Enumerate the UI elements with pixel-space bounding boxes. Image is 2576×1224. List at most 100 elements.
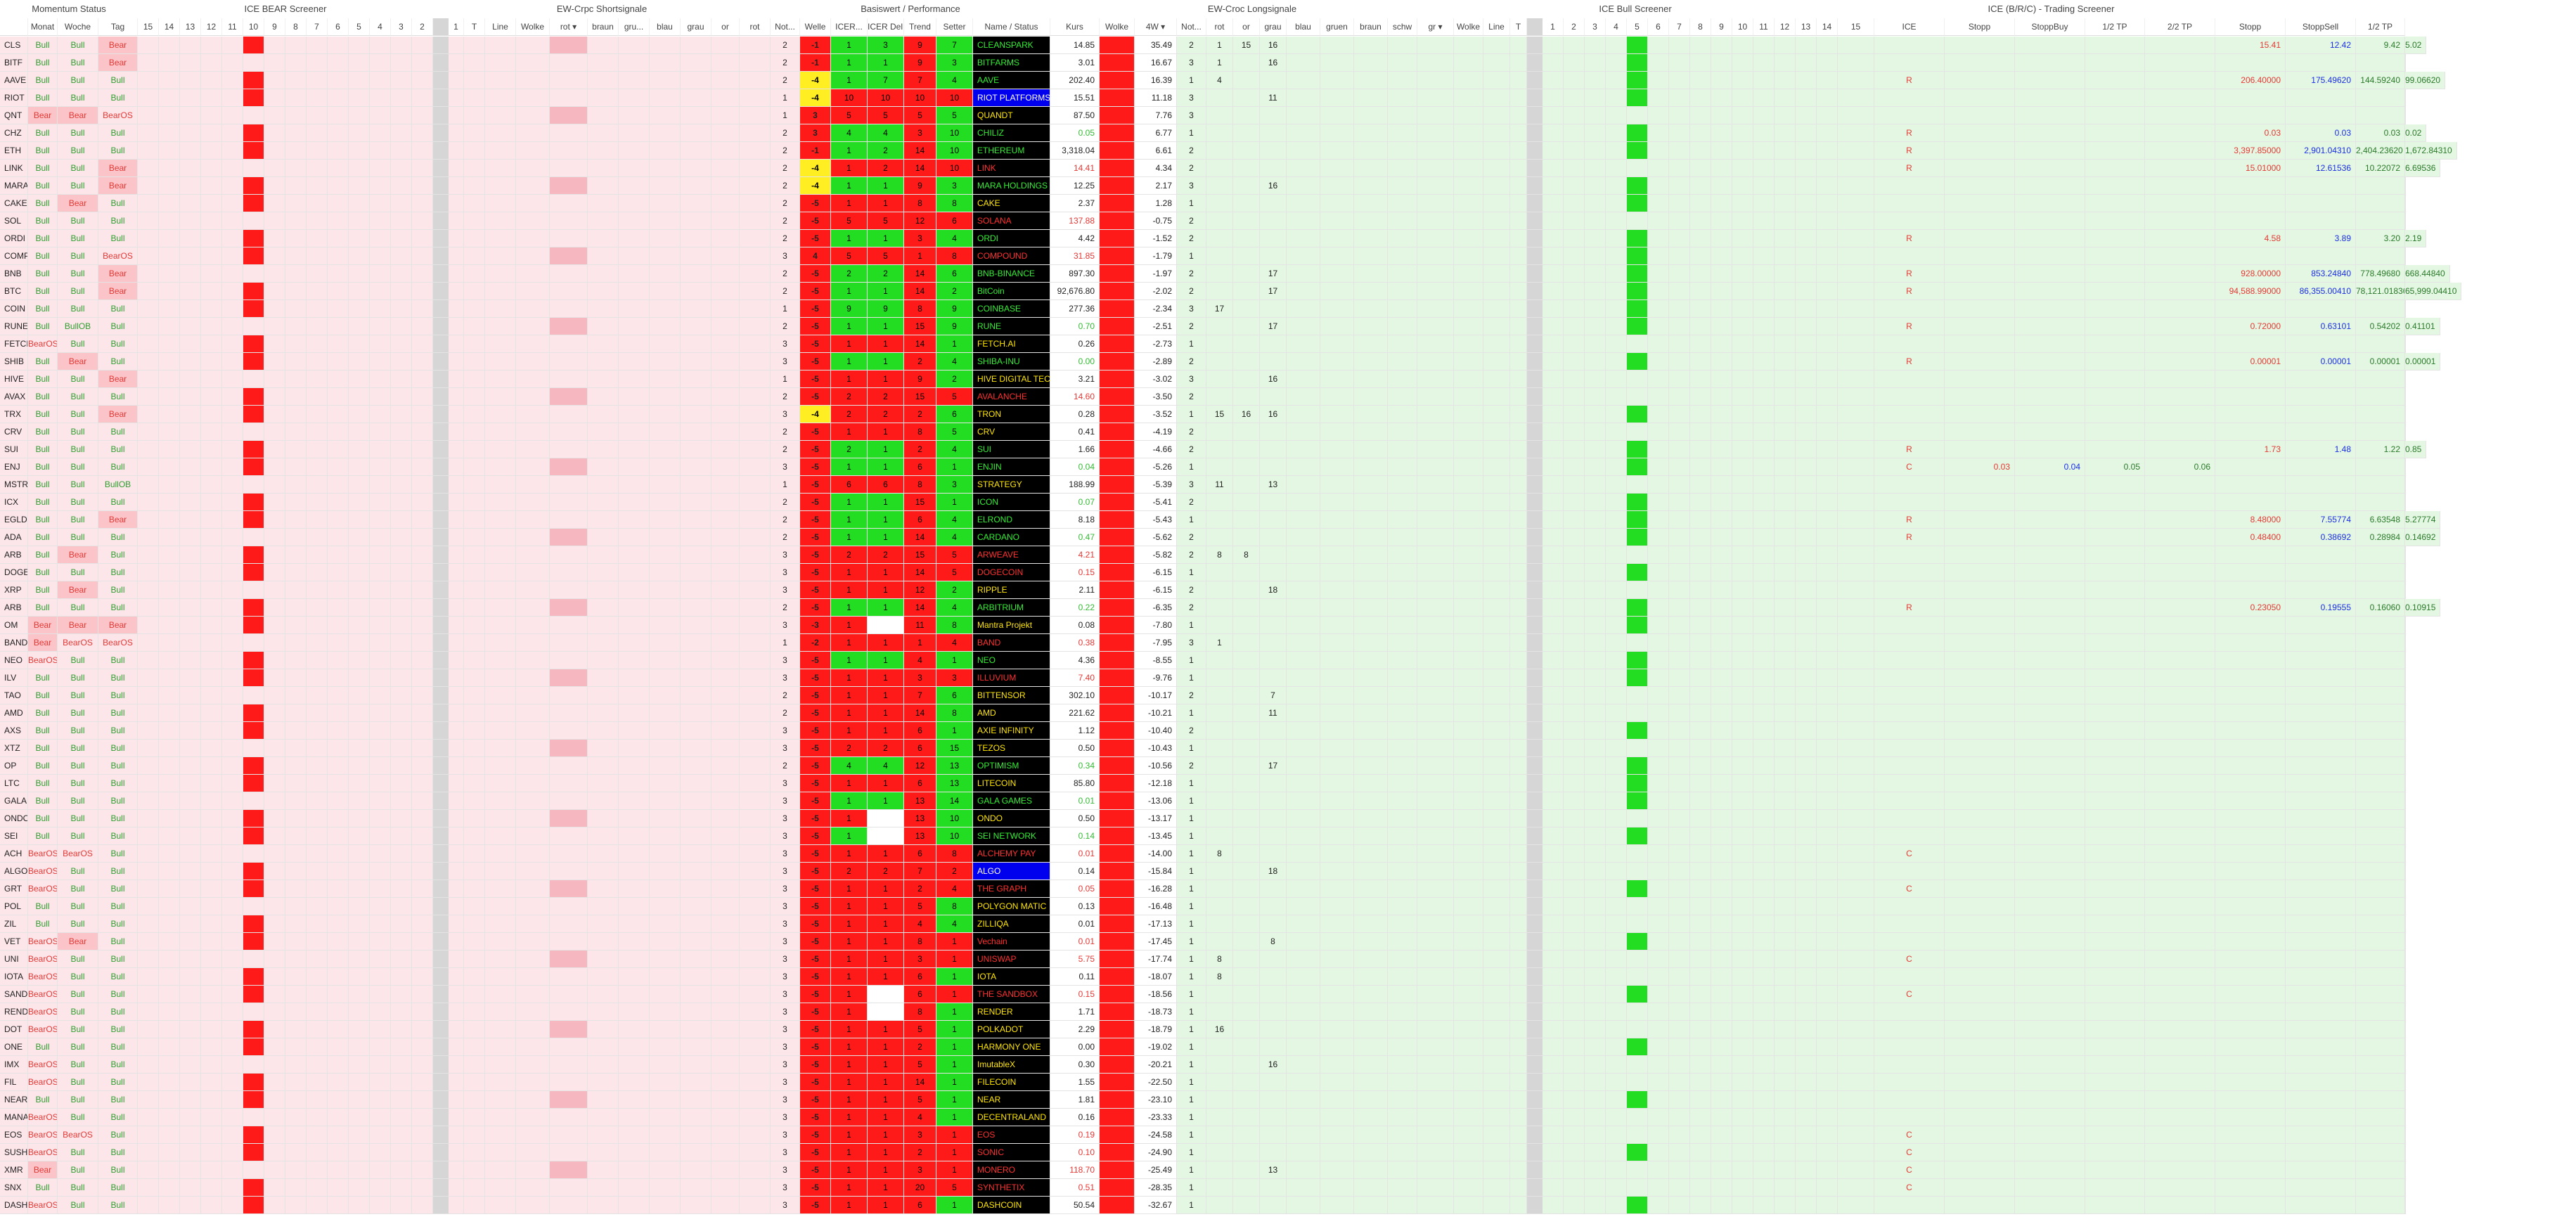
column-header[interactable]: Woche	[58, 18, 98, 36]
asset-name[interactable]: Mantra Projekt	[973, 617, 1050, 634]
asset-name[interactable]: COINBASE	[973, 300, 1050, 318]
column-header[interactable]: Line	[485, 18, 516, 36]
asset-name[interactable]: UNISWAP	[973, 951, 1050, 968]
asset-name[interactable]: POLKADOT	[973, 1021, 1050, 1038]
asset-name[interactable]: CAKE	[973, 195, 1050, 212]
asset-name[interactable]: CHILIZ	[973, 124, 1050, 142]
column-header[interactable]: 13	[1796, 18, 1817, 36]
asset-name[interactable]: FETCH.AI	[973, 335, 1050, 353]
column-header[interactable]: 7	[307, 18, 328, 36]
asset-name[interactable]: ImutableX	[973, 1056, 1050, 1074]
asset-name[interactable]: AXIE INFINITY	[973, 722, 1050, 740]
column-header[interactable]: 12	[1775, 18, 1796, 36]
asset-name[interactable]: EOS	[973, 1126, 1050, 1144]
column-header[interactable]: 8	[1690, 18, 1711, 36]
column-header[interactable]: schw	[1388, 18, 1417, 36]
column-header[interactable]: blau	[650, 18, 681, 36]
asset-name[interactable]: MARA HOLDINGS	[973, 177, 1050, 195]
column-header[interactable]: grau	[681, 18, 711, 36]
asset-name[interactable]: ARBITRIUM	[973, 599, 1050, 617]
column-header[interactable]: 14	[159, 18, 180, 36]
column-header[interactable]: ICER Del...	[868, 18, 904, 36]
column-header[interactable]: 11	[1753, 18, 1775, 36]
column-header[interactable]: 2	[1564, 18, 1585, 36]
column-header[interactable]: 6	[328, 18, 349, 36]
column-header[interactable]	[0, 18, 28, 36]
asset-name[interactable]: ONDO	[973, 810, 1050, 827]
asset-name[interactable]: ALGO	[973, 863, 1050, 880]
asset-name[interactable]: ELROND	[973, 511, 1050, 529]
asset-name[interactable]: AMD	[973, 704, 1050, 722]
column-header[interactable]: Name / Status	[973, 18, 1050, 36]
column-header[interactable]: grau	[1260, 18, 1287, 36]
asset-name[interactable]: DECENTRALAND	[973, 1109, 1050, 1126]
column-header[interactable]: 14	[1817, 18, 1838, 36]
column-header[interactable]: 3	[391, 18, 412, 36]
asset-name[interactable]: QUANDT	[973, 107, 1050, 124]
column-header[interactable]: braun	[1354, 18, 1388, 36]
asset-name[interactable]: STRATEGY	[973, 476, 1050, 494]
asset-name[interactable]: RUNE	[973, 318, 1050, 335]
asset-name[interactable]: SHIBA-INU	[973, 353, 1050, 371]
asset-name[interactable]: IOTA	[973, 968, 1050, 986]
column-header[interactable]: 4	[370, 18, 391, 36]
asset-name[interactable]: DOGECOIN	[973, 564, 1050, 581]
asset-name[interactable]: SEI NETWORK	[973, 827, 1050, 845]
asset-name[interactable]: BitCoin	[973, 283, 1050, 300]
column-header[interactable]: 9	[264, 18, 285, 36]
column-header[interactable]: rot	[1206, 18, 1233, 36]
column-header[interactable]: 2/2 TP	[2145, 18, 2215, 36]
column-header[interactable]: ICER...	[831, 18, 868, 36]
column-header[interactable]: 15	[1838, 18, 1874, 36]
column-header[interactable]: 6	[1648, 18, 1669, 36]
asset-name[interactable]: ILLUVIUM	[973, 669, 1050, 687]
column-header[interactable]	[1527, 18, 1543, 36]
asset-name[interactable]: ETHEREUM	[973, 142, 1050, 160]
column-header[interactable]: 5	[1627, 18, 1648, 36]
column-header[interactable]: or	[1233, 18, 1260, 36]
column-header[interactable]: 15	[138, 18, 159, 36]
column-header[interactable]: StoppBuy	[2015, 18, 2085, 36]
asset-name[interactable]: ICON	[973, 494, 1050, 511]
asset-name[interactable]: LINK	[973, 160, 1050, 177]
column-header[interactable]: StoppSell	[2286, 18, 2356, 36]
column-header[interactable]: 1/2 TP	[2085, 18, 2145, 36]
column-header[interactable]: Wolke	[516, 18, 550, 36]
column-header[interactable]: rot	[740, 18, 771, 36]
asset-name[interactable]: THE GRAPH	[973, 880, 1050, 898]
column-header[interactable]: Line	[1483, 18, 1510, 36]
column-header[interactable]: rot ▾	[550, 18, 588, 36]
column-header[interactable]: 1	[1543, 18, 1564, 36]
column-header[interactable]: blau	[1287, 18, 1320, 36]
asset-name[interactable]: LITECOIN	[973, 775, 1050, 792]
column-header[interactable]: 3	[1585, 18, 1606, 36]
asset-name[interactable]: NEO	[973, 652, 1050, 669]
column-header[interactable]: gr ▾	[1417, 18, 1454, 36]
column-header[interactable]: 1	[449, 18, 464, 36]
column-header[interactable]: 10	[1732, 18, 1753, 36]
asset-name[interactable]: AVALANCHE	[973, 388, 1050, 406]
asset-name[interactable]: ALCHEMY PAY	[973, 845, 1050, 863]
asset-name[interactable]: TRON	[973, 406, 1050, 423]
column-header[interactable]: 12	[201, 18, 222, 36]
asset-name[interactable]: CRV	[973, 423, 1050, 441]
column-header[interactable]: Stopp	[1945, 18, 2015, 36]
asset-name[interactable]: RIPPLE	[973, 581, 1050, 599]
column-header[interactable]: 2	[412, 18, 433, 36]
asset-name[interactable]: SUI	[973, 441, 1050, 458]
column-header[interactable]: Wolke	[1100, 18, 1135, 36]
asset-name[interactable]: BNB-BINANCE	[973, 265, 1050, 283]
asset-name[interactable]: GALA GAMES	[973, 792, 1050, 810]
asset-name[interactable]: OPTIMISM	[973, 757, 1050, 775]
asset-name[interactable]: CARDANO	[973, 529, 1050, 546]
column-header[interactable]	[433, 18, 449, 36]
column-header[interactable]: 11	[222, 18, 243, 36]
column-header[interactable]: 9	[1711, 18, 1732, 36]
asset-name[interactable]: ZILLIQA	[973, 915, 1050, 933]
column-header[interactable]: Wolke	[1454, 18, 1483, 36]
column-header[interactable]: 13	[180, 18, 201, 36]
asset-name[interactable]: ENJIN	[973, 458, 1050, 476]
asset-name[interactable]: TEZOS	[973, 740, 1050, 757]
column-header[interactable]: Tag	[98, 18, 138, 36]
asset-name[interactable]: FILECOIN	[973, 1074, 1050, 1091]
